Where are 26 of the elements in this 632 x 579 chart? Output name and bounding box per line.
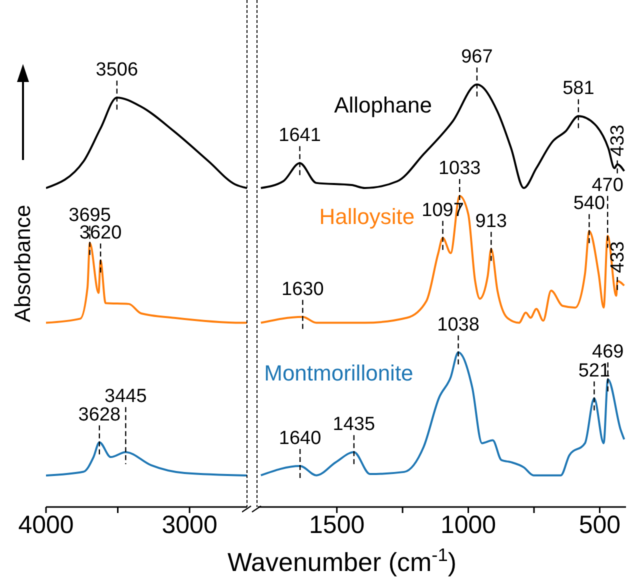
annotation: 433 <box>607 241 628 273</box>
annotation: 913 <box>475 210 508 232</box>
annotation: 540 <box>573 193 606 214</box>
y-axis-title: Absorbance <box>10 204 35 322</box>
annotation: 1640 <box>278 428 322 450</box>
series-label: Montmorillonite <box>264 360 414 386</box>
x-tick-label: 1000 <box>440 510 496 539</box>
series-label: Halloysite <box>319 204 415 230</box>
annotation: 1033 <box>438 158 481 180</box>
x-tick-label: 3000 <box>162 510 218 539</box>
annotation: 433 <box>607 124 628 156</box>
annotation: 521 <box>578 360 610 382</box>
annotation: 1630 <box>282 278 324 300</box>
annotation: 469 <box>592 341 624 362</box>
series-label: Allophane <box>334 92 432 118</box>
x-tick-label: 1500 <box>309 510 365 539</box>
annotation: 1641 <box>278 125 321 146</box>
annotation: 1435 <box>332 414 376 436</box>
x-tick-label: 500 <box>578 510 621 539</box>
annotation: 967 <box>461 46 493 68</box>
annotation: 3506 <box>96 60 138 81</box>
x-tick-label: 4000 <box>18 510 74 539</box>
annotation: 581 <box>562 78 594 100</box>
x-axis-title: Wavenumber (cm$^{-1}$) <box>227 545 457 577</box>
annotation: 1038 <box>437 314 480 336</box>
annotation: 470 <box>592 174 624 196</box>
